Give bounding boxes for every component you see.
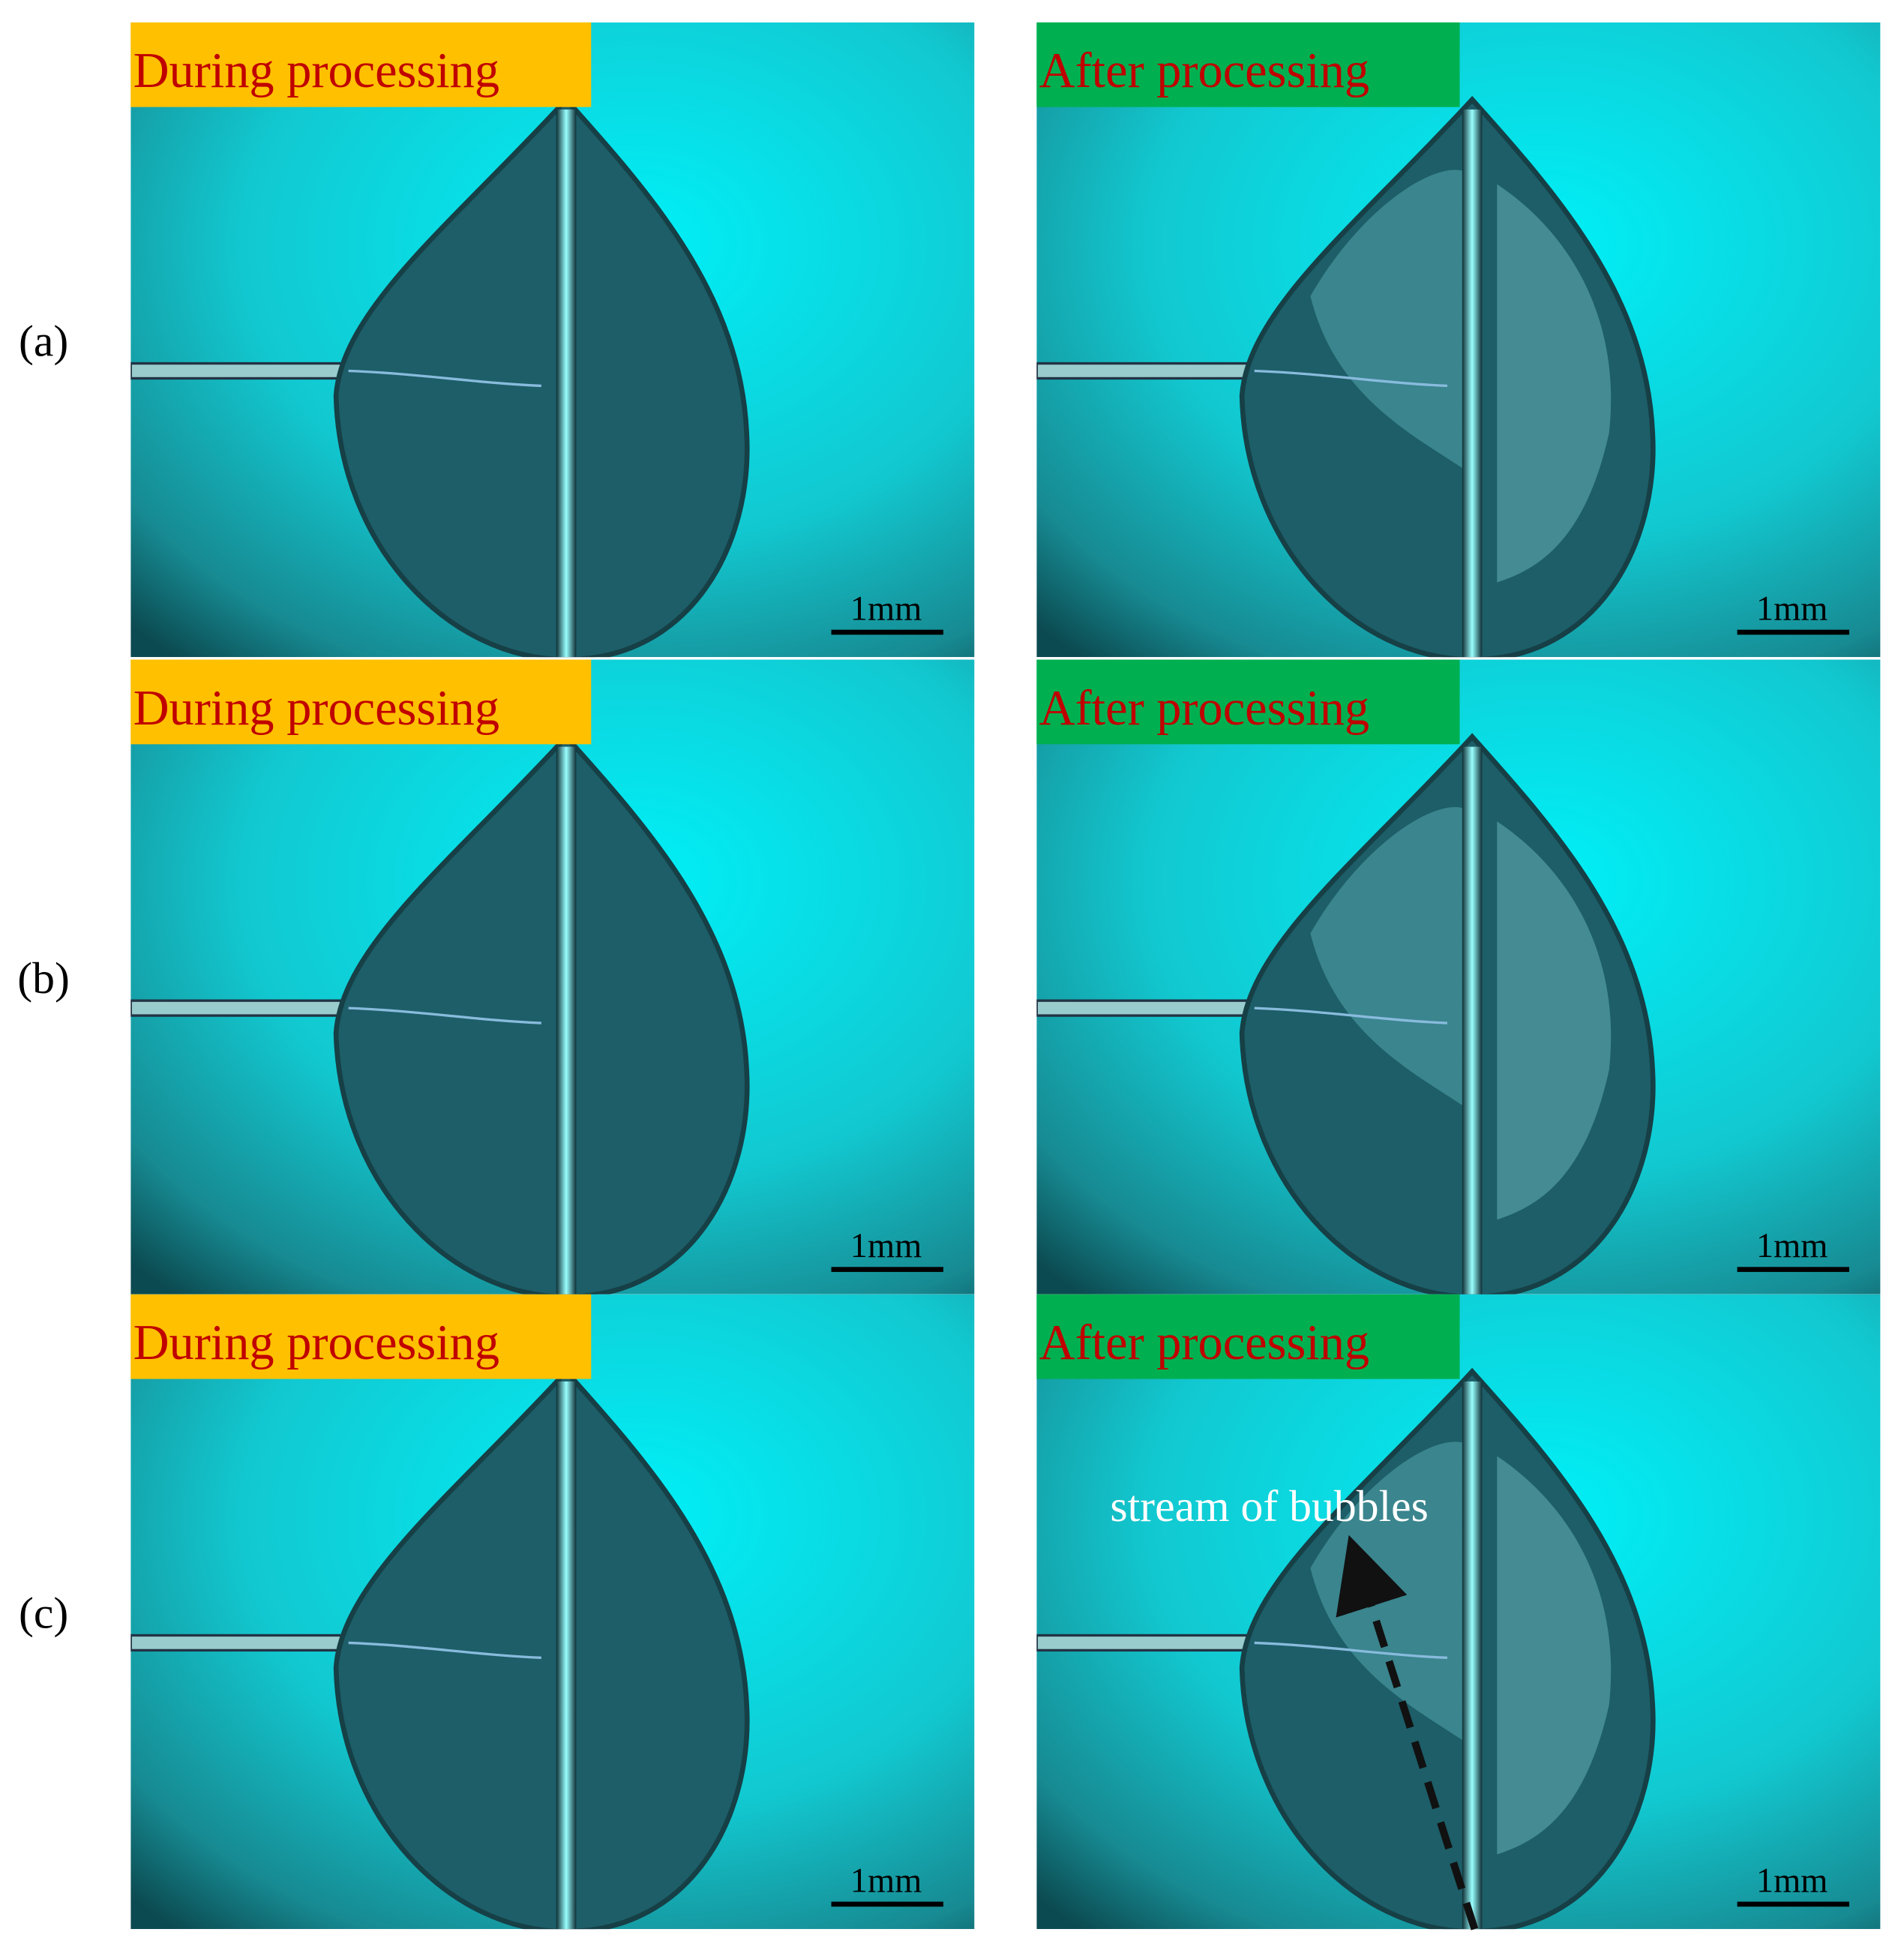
tag-box xyxy=(1036,1294,1460,1379)
crack xyxy=(348,1641,541,1659)
light-patch xyxy=(1310,170,1466,471)
droplet xyxy=(333,95,750,658)
tag-box xyxy=(130,659,592,745)
crack xyxy=(1254,1006,1448,1024)
light-patch xyxy=(1310,807,1466,1108)
tag-label: After processing xyxy=(1039,681,1369,736)
tag-label: During processing xyxy=(133,1316,499,1370)
scale-bar xyxy=(1737,1267,1849,1272)
row-label: (c) xyxy=(19,1588,68,1638)
droplet xyxy=(1239,95,1656,658)
scale-bar-label: 1mm xyxy=(850,1862,922,1900)
scale-bar-label: 1mm xyxy=(1756,1862,1828,1900)
crack xyxy=(1254,1641,1448,1659)
needle xyxy=(130,1634,350,1652)
row-label: (a) xyxy=(19,316,68,366)
scale-bar xyxy=(831,629,943,635)
light-patch xyxy=(1497,821,1612,1220)
tag-label: After processing xyxy=(1039,1316,1369,1370)
scale-bar-label: 1mm xyxy=(850,590,922,628)
scale-bar xyxy=(1737,1901,1849,1907)
scale-bar xyxy=(1737,629,1849,635)
photo xyxy=(130,659,975,1294)
photo xyxy=(1036,1294,1881,1930)
photo-panel: During processing 1mm xyxy=(130,659,975,1294)
photo-panel: After processing 1mm xyxy=(1036,659,1881,1294)
crack xyxy=(348,369,541,388)
arrow xyxy=(1336,1534,1479,1930)
droplet xyxy=(1239,733,1656,1294)
scale-bar-label: 1mm xyxy=(850,1227,922,1265)
fiber xyxy=(1462,110,1483,658)
tag-box xyxy=(130,22,592,107)
tag-label: During processing xyxy=(133,44,499,98)
tag-label: After processing xyxy=(1039,44,1369,98)
scale-bar xyxy=(831,1267,943,1272)
fiber xyxy=(556,110,577,658)
scale-bar-label: 1mm xyxy=(1756,1227,1828,1265)
scale-bar xyxy=(831,1901,943,1907)
needle xyxy=(1036,999,1256,1017)
photo xyxy=(1036,659,1881,1294)
photo-panel: After processing 1mm xyxy=(1036,22,1881,658)
crack xyxy=(348,1006,541,1024)
droplet xyxy=(333,733,750,1294)
needle xyxy=(130,999,350,1017)
photo-panel: During processing 1mm xyxy=(130,22,975,658)
needle xyxy=(1036,1634,1256,1652)
row-label: (b) xyxy=(17,953,70,1003)
tag-label: During processing xyxy=(133,681,499,736)
photo-panel: After processing 1mm xyxy=(1036,1294,1881,1930)
photo-panel: During processing 1mm xyxy=(130,1294,975,1930)
droplet xyxy=(1239,1367,1656,1930)
annotation: stream of bubbles xyxy=(1110,1481,1429,1531)
tag-box xyxy=(1036,659,1460,745)
droplet xyxy=(333,1367,750,1930)
needle xyxy=(130,362,350,380)
tag-box xyxy=(1036,22,1460,107)
light-patch xyxy=(1497,184,1612,583)
fiber xyxy=(1462,746,1483,1294)
scale-bar-label: 1mm xyxy=(1756,590,1828,628)
fiber xyxy=(556,746,577,1294)
tag-box xyxy=(130,1294,592,1379)
photo xyxy=(130,22,975,658)
fiber xyxy=(1462,1381,1483,1930)
photo xyxy=(130,1294,975,1930)
crack xyxy=(1254,369,1448,388)
light-patch xyxy=(1497,1456,1612,1855)
needle xyxy=(1036,362,1256,380)
photo xyxy=(1036,22,1881,658)
fiber xyxy=(556,1381,577,1930)
